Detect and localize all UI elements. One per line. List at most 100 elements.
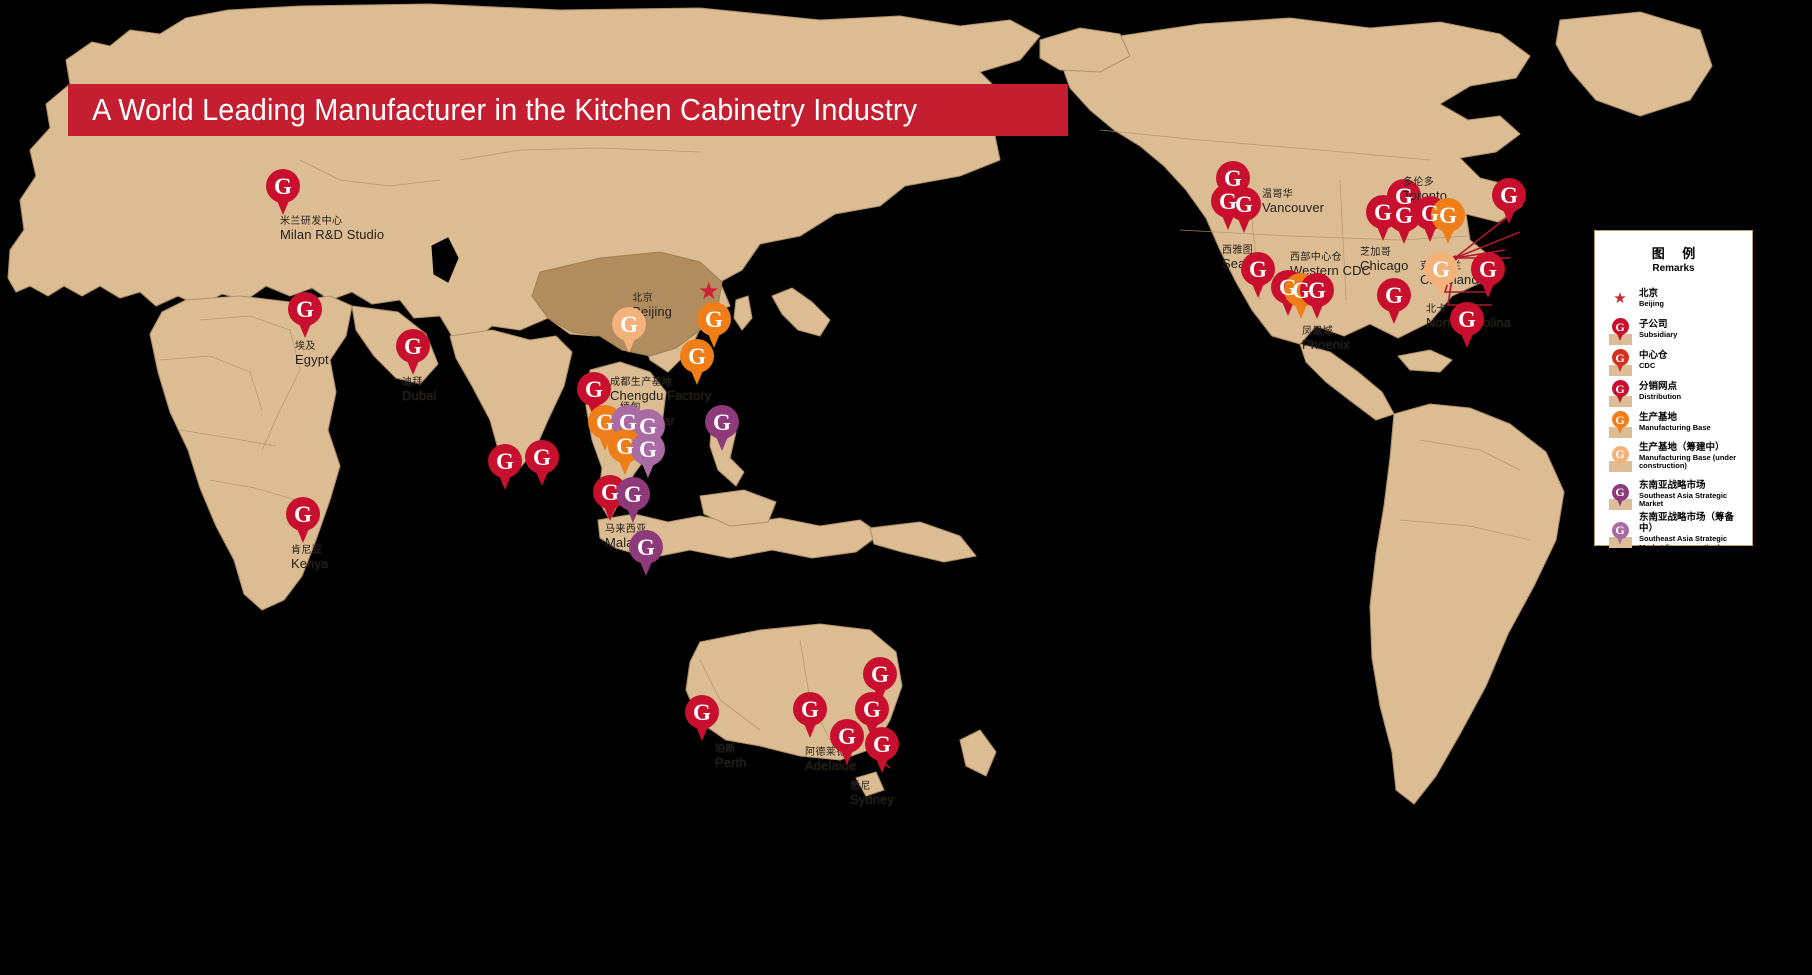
pin-brand-letter: G <box>1421 200 1439 226</box>
pin-atlanta[interactable]: G <box>1377 278 1411 324</box>
label-cn: 北卡 <box>1426 304 1447 315</box>
pin-brand-letter: G <box>1615 412 1625 427</box>
pin-adelaide[interactable]: G <box>793 692 827 738</box>
legend-item-text: 分销网点 Distribution <box>1637 381 1681 402</box>
pin-florida[interactable]: G <box>1450 302 1484 348</box>
pin-brand-letter: G <box>1308 277 1326 303</box>
pin-brand-letter: G <box>1615 350 1625 365</box>
pin-head <box>1241 252 1275 286</box>
pin-brand-letter: G <box>274 173 292 199</box>
pin-cleveland-1[interactable]: G <box>1413 196 1447 242</box>
pin-vancouver-2[interactable]: G <box>1211 184 1245 230</box>
pin-milan[interactable]: G <box>266 169 300 215</box>
pin-indonesia[interactable]: G <box>629 530 663 576</box>
pin-brand-letter: G <box>404 333 422 359</box>
pin-adelaide-label: 阿德莱德 Adelaide <box>805 747 856 772</box>
pin-cambodia[interactable]: G <box>608 429 642 475</box>
pin-head <box>1431 198 1465 232</box>
korea-landmass <box>733 295 753 331</box>
pin-brand-letter: G <box>1385 282 1403 308</box>
pin-phoenix-2[interactable]: G <box>1284 273 1318 319</box>
pin-cleveland-2[interactable]: G <box>1431 198 1465 244</box>
pin-brand-letter: G <box>1235 191 1253 217</box>
pin-vietnam-s[interactable]: G <box>631 432 665 478</box>
pin-newjersey[interactable]: G <box>1471 252 1505 298</box>
tasmania-landmass <box>855 771 885 797</box>
pin-brisbane[interactable]: G <box>863 657 897 703</box>
legend-label-en: Manufacturing Base <box>1639 422 1711 432</box>
label-cn: 马来西亚 <box>605 524 647 535</box>
pin-perth[interactable]: G <box>685 695 719 741</box>
legend-title-en: Remarks <box>1652 263 1695 274</box>
pin-brand-letter: G <box>620 311 638 337</box>
greenland-landmass <box>1555 11 1713 117</box>
pin-melbourne[interactable]: G <box>830 719 864 765</box>
pin-vancouver[interactable]: G <box>1216 161 1250 207</box>
legend-label-cn: 东南亚战略市场（筹备中） <box>1639 512 1735 535</box>
pin-india-west[interactable]: G <box>488 444 522 490</box>
legend-item-text: 生产基地（筹建中） Manufacturing Base (under const… <box>1637 442 1744 471</box>
central-america-landmass <box>1299 343 1395 421</box>
pin-egypt[interactable]: G <box>288 292 322 338</box>
caspian-sea <box>431 237 459 283</box>
pin-icon: G <box>1603 518 1637 548</box>
pin-brand-letter: G <box>1458 306 1476 332</box>
pin-tail <box>1615 360 1625 372</box>
legend-item-text: 生产基地 Manufacturing Base <box>1637 412 1711 433</box>
pin-brand-letter: G <box>1615 319 1625 334</box>
star-icon: ★ <box>1603 284 1637 314</box>
legend-title-cn: 图 例 <box>1651 246 1703 261</box>
pin-philippines[interactable]: G <box>705 405 739 451</box>
pin-china-east-2[interactable]: G <box>680 339 714 385</box>
pin-dubai[interactable]: G <box>396 329 430 375</box>
legend-item-4: G 生产基地 Manufacturing Base <box>1603 407 1744 438</box>
legend-item-text: 子公司 Subsidiary <box>1637 319 1678 340</box>
label-cn: 多伦多 <box>1403 177 1435 188</box>
pin-newyork[interactable]: G <box>1492 178 1526 224</box>
pin-singapore[interactable]: G <box>616 477 650 523</box>
pin-brand-letter: G <box>705 306 723 332</box>
legend-label-en: Beijing <box>1639 298 1665 308</box>
pin-kenya[interactable]: G <box>286 497 320 543</box>
pin-head <box>1611 483 1629 501</box>
pin-brand-letter: G <box>601 479 619 505</box>
pin-chicago-1[interactable]: G <box>1366 195 1400 241</box>
pin-brand-letter: G <box>688 343 706 369</box>
pin-vietnam-n[interactable]: G <box>631 409 665 455</box>
pin-brand-letter: G <box>838 723 856 749</box>
pin-icon: G <box>1603 377 1637 407</box>
label-en: Vancouver <box>1262 199 1325 215</box>
label-en: Kenya <box>291 555 329 571</box>
label-cn: 凤凰城 <box>1302 326 1334 337</box>
pin-head <box>525 440 559 474</box>
legend-label-en: Subsidiary <box>1639 329 1678 339</box>
label-cn: 埃及 <box>295 341 316 352</box>
pin-western-cdc[interactable]: G <box>1241 252 1275 298</box>
label-cn: 西雅图 <box>1222 245 1254 256</box>
pin-china-east-1[interactable]: G <box>697 302 731 348</box>
pin-milan-label: 米兰研发中心 Milan R&D Studio <box>280 216 384 241</box>
pin-canberra[interactable]: G <box>865 727 899 773</box>
legend-rows: ★ 北京 Beijing G 子公司 Subsidiary G 中心仓 CDC G 分销网点 Dist… <box>1603 283 1744 552</box>
legend-panel: 图 例 Remarks ★ 北京 Beijing G 子公司 Subsidiary G 中心仓… <box>1594 230 1753 552</box>
pin-kenya-label: 肯尼亚 Kenya <box>291 545 329 571</box>
pin-seattle[interactable]: G <box>1227 187 1261 233</box>
pin-head <box>1611 445 1629 463</box>
pin-india-south[interactable]: G <box>525 440 559 486</box>
pin-malaysia[interactable]: G <box>593 475 627 521</box>
pin-north-carolina[interactable]: G <box>1424 252 1458 298</box>
label-cn: 阿德莱德 <box>805 747 847 758</box>
pin-myanmar[interactable]: G <box>577 372 611 418</box>
pin-phoenix-1[interactable]: G <box>1271 270 1305 316</box>
pin-chicago-2[interactable]: G <box>1387 198 1421 244</box>
pin-chengdu-factory[interactable]: G <box>612 307 646 353</box>
legend-pin-icon: G <box>1611 445 1629 469</box>
label-cn: 珀斯 <box>715 744 736 755</box>
legend-label-cn: 北京 <box>1639 287 1659 299</box>
pin-head <box>865 727 899 761</box>
pin-brand-letter: G <box>637 534 655 560</box>
pin-perth-label: 珀斯 Perth <box>715 744 747 769</box>
india-landmass <box>449 329 573 473</box>
pin-phoenix-3[interactable]: G <box>1300 273 1334 319</box>
